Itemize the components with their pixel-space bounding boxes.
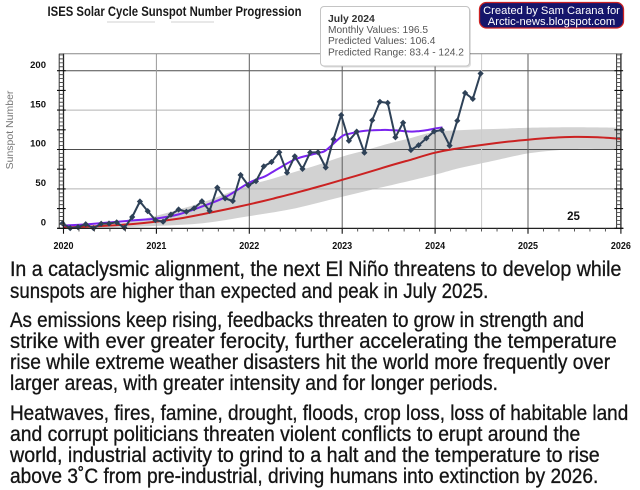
svg-text:100: 100 bbox=[30, 139, 46, 150]
svg-text:2020: 2020 bbox=[54, 241, 74, 252]
svg-text:2025: 2025 bbox=[518, 241, 538, 252]
svg-text:2026: 2026 bbox=[611, 241, 631, 252]
svg-text:2024: 2024 bbox=[425, 241, 445, 252]
svg-text:Monthly Values: 196.5: Monthly Values: 196.5 bbox=[328, 25, 428, 36]
svg-text:50: 50 bbox=[35, 178, 46, 189]
svg-text:150: 150 bbox=[30, 99, 46, 110]
svg-text:25: 25 bbox=[567, 211, 580, 223]
svg-text:200: 200 bbox=[30, 60, 46, 71]
svg-text:2023: 2023 bbox=[332, 241, 352, 252]
svg-text:2022: 2022 bbox=[239, 241, 259, 252]
svg-text:July 2024: July 2024 bbox=[328, 14, 375, 25]
svg-text:0: 0 bbox=[41, 218, 46, 229]
svg-text:Arctic-news.blogspot.com: Arctic-news.blogspot.com bbox=[488, 16, 615, 28]
svg-text:Created by Sam Carana for: Created by Sam Carana for bbox=[483, 5, 620, 17]
svg-text:Predicted Values: 106.4: Predicted Values: 106.4 bbox=[328, 36, 436, 47]
svg-text:Sunspot Number: Sunspot Number bbox=[4, 90, 16, 169]
svg-text:ISES Solar Cycle Sunspot Numbe: ISES Solar Cycle Sunspot Number Progress… bbox=[48, 4, 302, 19]
svg-text:2021: 2021 bbox=[146, 241, 166, 252]
svg-text:Predicted Range: 83.4 - 124.2: Predicted Range: 83.4 - 124.2 bbox=[328, 47, 464, 58]
